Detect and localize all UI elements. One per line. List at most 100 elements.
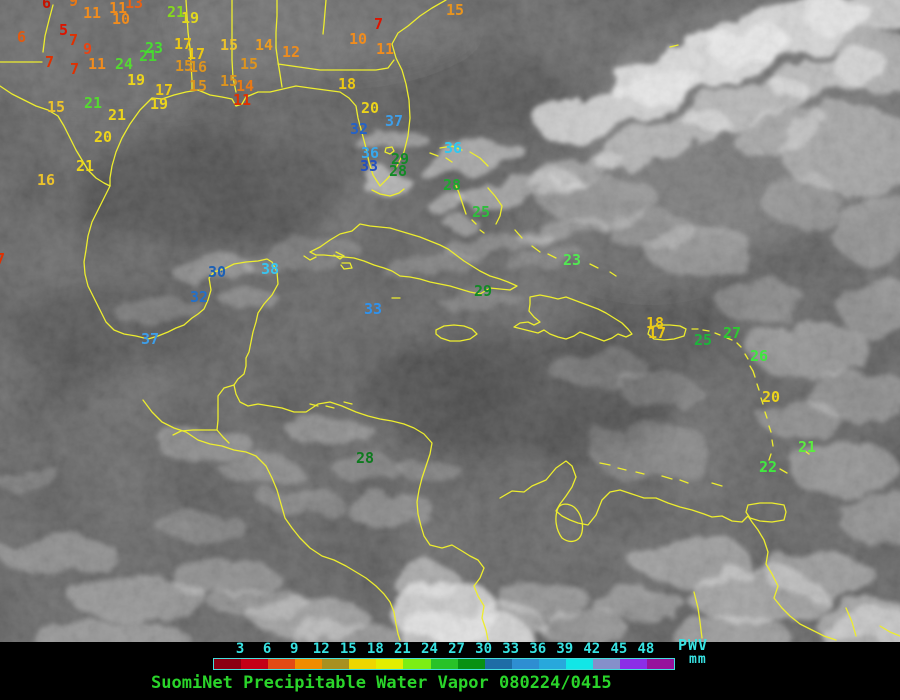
- satellite-map-canvas: [0, 0, 900, 642]
- station-value: 21: [798, 438, 817, 456]
- border-rio-grande: [0, 4, 111, 187]
- islands-venezuela: [599, 462, 723, 487]
- station-value: 20: [94, 128, 113, 146]
- station-value: 14: [255, 36, 274, 54]
- colorbar-tick: 42: [583, 641, 601, 657]
- station-value: 11: [233, 91, 252, 109]
- station-value: 10: [349, 30, 368, 48]
- station-value: 23: [145, 39, 164, 57]
- station-value: 11: [83, 4, 102, 22]
- station-value: 37: [141, 330, 160, 348]
- station-value: 15: [189, 77, 208, 95]
- islands-lesser-antilles: [691, 328, 810, 474]
- station-value: 36: [444, 139, 463, 157]
- station-value: 28: [389, 162, 408, 180]
- station-value: 5: [59, 21, 69, 39]
- pwv-unit: mm: [689, 652, 707, 667]
- station-value: 16: [37, 171, 56, 189]
- station-value: 7: [69, 31, 79, 49]
- station-value: 15: [220, 36, 239, 54]
- station-value: 6: [17, 28, 27, 46]
- station-value: 25: [472, 203, 491, 221]
- colorbar-tick: 15: [339, 641, 357, 657]
- rivers-south-america: [693, 591, 900, 639]
- colorbar-tick: 6: [262, 641, 272, 657]
- colorbar-segment: [538, 659, 566, 669]
- coast-puerto-rico: [647, 324, 687, 341]
- station-value: 29: [474, 282, 493, 300]
- colorbar-tick: 27: [448, 641, 465, 657]
- station-value: 18: [338, 75, 357, 93]
- lake-maracaibo: [555, 503, 584, 543]
- station-value: 17: [648, 324, 667, 342]
- colorbar-segment: [322, 659, 350, 669]
- pwv-colorbar: [213, 658, 675, 670]
- station-value: 7: [70, 60, 80, 78]
- station-value: 24: [115, 55, 134, 73]
- station-value: 21: [84, 94, 103, 112]
- station-value: 33: [360, 157, 379, 175]
- coast-us-gulf-florida: [109, 0, 447, 197]
- station-value: 21: [139, 47, 158, 65]
- colorbar-tick: 30: [475, 641, 493, 657]
- colorbar-tick: 48: [637, 641, 655, 657]
- coastline-map: [0, 0, 900, 641]
- colorbar-segment: [403, 659, 431, 669]
- station-value: 7: [45, 53, 55, 71]
- station-value: 9: [83, 40, 93, 58]
- station-value: 32: [350, 120, 369, 138]
- colorbar-segment: [619, 659, 647, 669]
- coast-south-america: [499, 460, 837, 641]
- station-value: 15: [47, 98, 66, 116]
- border-guatemala-belize: [172, 384, 235, 444]
- colorbar-segment: [592, 659, 620, 669]
- station-value: 15: [175, 57, 194, 75]
- colorbar-segment: [647, 659, 675, 669]
- station-value: 20: [361, 99, 380, 117]
- station-value: 21: [76, 157, 95, 175]
- coast-pacific: [142, 399, 401, 641]
- pwv-unit-label: PWV: [678, 636, 709, 654]
- coast-mexico-centam: [83, 185, 489, 641]
- islands-bay-honduras: [309, 401, 353, 409]
- colorbar-segment: [457, 659, 485, 669]
- colorbar-segment: [295, 659, 323, 669]
- colorbar-tick: 12: [312, 641, 330, 657]
- station-value: 25: [694, 331, 713, 349]
- station-value: 18: [646, 314, 665, 332]
- station-value: 17: [174, 35, 193, 53]
- station-value: 28: [443, 176, 462, 194]
- colorbar-segment: [241, 659, 269, 669]
- station-value: 26: [750, 347, 769, 365]
- station-value: 15: [240, 55, 259, 73]
- station-value: 32: [190, 288, 209, 306]
- station-value: 17: [187, 45, 206, 63]
- station-value: 22: [759, 458, 778, 476]
- station-value: 30: [208, 263, 227, 281]
- station-value: 11: [88, 55, 107, 73]
- station-value: 10: [112, 10, 131, 28]
- colorbar-tick: 45: [610, 641, 628, 657]
- coast-hispaniola: [513, 294, 633, 342]
- colorbar-tick: 33: [502, 641, 520, 657]
- station-value: 29: [391, 150, 410, 168]
- station-value: 33: [364, 300, 383, 318]
- station-value: 38: [261, 260, 280, 278]
- colorbar-segment: [511, 659, 539, 669]
- station-value: 27: [723, 324, 742, 342]
- station-value: 23: [563, 251, 582, 269]
- colorbar-tick: 9: [289, 641, 299, 657]
- coast-cuba: [303, 223, 518, 295]
- colorbar-segment: [565, 659, 593, 669]
- colorbar-segment: [430, 659, 458, 669]
- station-value: 17: [155, 81, 174, 99]
- station-values-layer: 6 9 11 11 10 13 15 6 5 7 9 7 7 11 24 21 23 21 19 17 17 15 14 12…: [0, 0, 817, 476]
- station-value: 37: [385, 112, 404, 130]
- colorbar-segment: [214, 659, 242, 669]
- satellite-image: 6 9 11 11 10 13 15 6 5 7 9 7 7 11 24 21 23 21 19 17 17 15 14 12…: [0, 0, 900, 642]
- station-value: 19: [127, 71, 146, 89]
- station-value: 9: [69, 0, 79, 10]
- station-value: 15: [446, 1, 465, 19]
- station-value: 20: [762, 388, 781, 406]
